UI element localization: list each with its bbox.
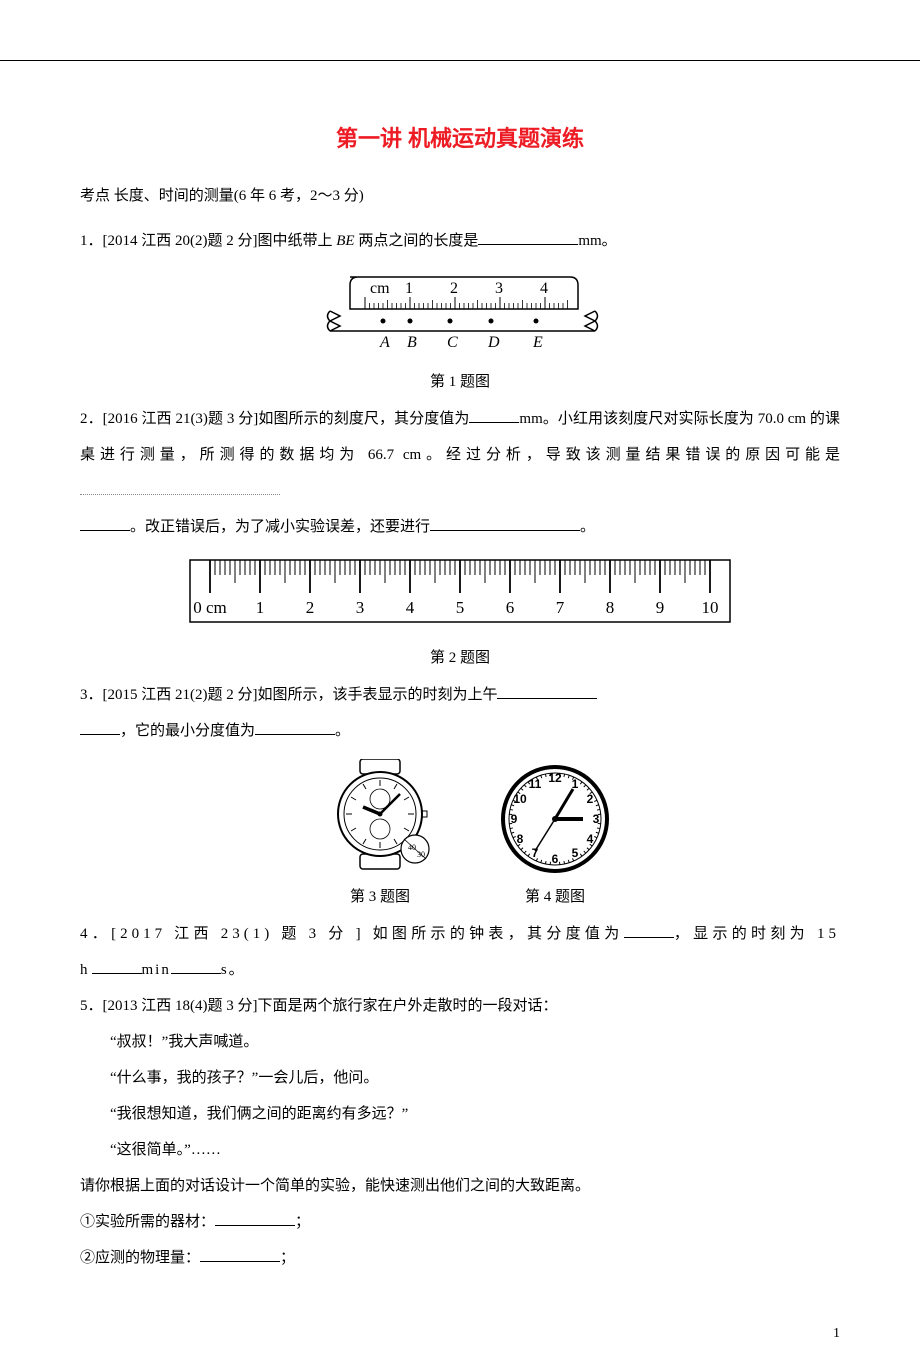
question-5: 5．[2013 江西 18(4)题 3 分]下面是两个旅行家在户外走散时的一段对… xyxy=(80,988,840,1276)
fig1-caption: 第 1 题图 xyxy=(80,370,840,391)
q2-blank3 xyxy=(430,513,580,531)
kaodian-text: 考点 长度、时间的测量(6 年 6 考，2～3 分) xyxy=(80,181,840,211)
q1-blank xyxy=(478,227,578,245)
fig1-A: A xyxy=(379,334,390,351)
fig1-n2: 2 xyxy=(450,280,458,297)
figure-1-svg: cm 1 2 3 4 xyxy=(310,269,610,359)
q5-blank1 xyxy=(215,1208,295,1226)
page-number: 1 xyxy=(833,1326,840,1342)
q1-prefix: 1．[2014 江西 20(2)题 2 分]图中纸带上 xyxy=(80,233,336,249)
fig1-n3: 3 xyxy=(495,280,503,297)
q5-l4: “这很简单。”…… xyxy=(80,1132,840,1168)
fig2-0cm: 0 cm xyxy=(193,598,227,617)
fig1-cm: cm xyxy=(370,280,390,297)
fig1-n1: 1 xyxy=(405,280,413,297)
f4-8: 8 xyxy=(517,832,524,846)
fig2-6: 6 xyxy=(506,598,515,617)
q1-be: BE xyxy=(336,233,354,249)
f4-2: 2 xyxy=(587,792,594,806)
q4-blank1 xyxy=(624,920,674,938)
q5-head: 5．[2013 江西 18(4)题 3 分]下面是两个旅行家在户外走散时的一段对… xyxy=(80,988,840,1024)
f4-12: 12 xyxy=(548,771,562,785)
fig2-5: 5 xyxy=(456,598,465,617)
q4-a: 4．[2017 江西 23(1) 题 3 分 ] 如图所示的钟表，其分度值为 xyxy=(80,926,624,942)
f4-4: 4 xyxy=(587,832,594,846)
question-3: 3．[2015 江西 21(2)题 2 分]如图所示，该手表显示的时刻为上午 ，… xyxy=(80,677,840,749)
q3-blank1b xyxy=(80,717,120,735)
fig2-7: 7 xyxy=(556,598,565,617)
svg-text:30: 30 xyxy=(417,850,425,859)
q5-i2a: ②应测的物理量： xyxy=(80,1250,200,1266)
fig2-9: 9 xyxy=(656,598,665,617)
q5-ask: 请你根据上面的对话设计一个简单的实验，能快速测出他们之间的大致距离。 xyxy=(80,1168,840,1204)
fig2-2: 2 xyxy=(306,598,315,617)
fig2-1: 1 xyxy=(256,598,265,617)
q2-a: 2．[2016 江西 21(3)题 3 分]如图所示的刻度尺，其分度值为 xyxy=(80,411,469,427)
q5-blank2 xyxy=(200,1244,280,1262)
fig2-4: 4 xyxy=(406,598,415,617)
figure-3-svg: 40 30 xyxy=(305,759,455,879)
fig2-10: 10 xyxy=(702,598,719,617)
q5-l3: “我很想知道，我们俩之间的距离约有多远？” xyxy=(80,1096,840,1132)
q5-i1b: ； xyxy=(295,1214,310,1230)
q3-blank2 xyxy=(255,717,335,735)
figure-3-4-row: 40 30 第 3 题图 12 1 2 3 4 5 xyxy=(80,759,840,906)
page-title: 第一讲 机械运动真题演练 xyxy=(80,121,840,153)
fig2-3: 3 xyxy=(356,598,365,617)
figure-4-svg: 12 1 2 3 4 5 6 7 8 9 10 11 xyxy=(495,759,615,879)
q2-d: 。 xyxy=(580,519,595,535)
figure-2-svg: 0 cm 1 2 3 4 5 6 7 8 9 10 xyxy=(180,555,740,635)
question-4: 4．[2017 江西 23(1) 题 3 分 ] 如图所示的钟表，其分度值为，显… xyxy=(80,916,840,988)
svg-text:40: 40 xyxy=(408,843,416,852)
fig1-C: C xyxy=(447,334,458,351)
q4-blank3 xyxy=(171,956,221,974)
fig2-caption: 第 2 题图 xyxy=(80,646,840,667)
f4-10: 10 xyxy=(513,792,527,806)
fig3-caption: 第 3 题图 xyxy=(350,885,410,906)
question-2: 2．[2016 江西 21(3)题 3 分]如图所示的刻度尺，其分度值为mm。小… xyxy=(80,401,840,545)
q3-b: ，它的最小分度值为 xyxy=(120,723,255,739)
question-1: 1．[2014 江西 20(2)题 2 分]图中纸带上 BE 两点之间的长度是 m… xyxy=(80,223,840,259)
q2-blank2 xyxy=(80,513,130,531)
q4-blank2 xyxy=(92,956,142,974)
q3-c: 。 xyxy=(335,723,350,739)
f4-5: 5 xyxy=(572,846,579,860)
q5-l1: “叔叔！”我大声喊道。 xyxy=(80,1024,840,1060)
q5-i2b: ； xyxy=(280,1250,295,1266)
fig1-n4: 4 xyxy=(540,280,548,297)
q2-c: 。改正错误后，为了减小实验误差，还要进行 xyxy=(130,519,430,535)
figure-1: cm 1 2 3 4 xyxy=(80,269,840,391)
q5-l2: “什么事，我的孩子？”一会儿后，他问。 xyxy=(80,1060,840,1096)
fig1-E: E xyxy=(532,334,543,351)
figure-2: 0 cm 1 2 3 4 5 6 7 8 9 10 第 2 题图 xyxy=(80,555,840,667)
fig4-caption: 第 4 题图 xyxy=(525,885,585,906)
q4-d: s。 xyxy=(221,962,246,978)
q3-blank1 xyxy=(497,681,597,699)
q1-suffix: 两点之间的长度是 xyxy=(355,233,479,249)
f4-6: 6 xyxy=(552,852,559,866)
fig2-8: 8 xyxy=(606,598,615,617)
q2-blank1 xyxy=(469,405,519,423)
fig1-D: D xyxy=(487,334,500,351)
q1-unit: mm。 xyxy=(578,233,616,249)
q5-i1a: ①实验所需的器材： xyxy=(80,1214,215,1230)
fig1-B: B xyxy=(407,334,417,351)
q4-c: min xyxy=(142,962,171,978)
f4-11: 11 xyxy=(529,777,542,791)
q2-dotted xyxy=(80,481,280,495)
q3-a: 3．[2015 江西 21(2)题 2 分]如图所示，该手表显示的时刻为上午 xyxy=(80,687,497,703)
